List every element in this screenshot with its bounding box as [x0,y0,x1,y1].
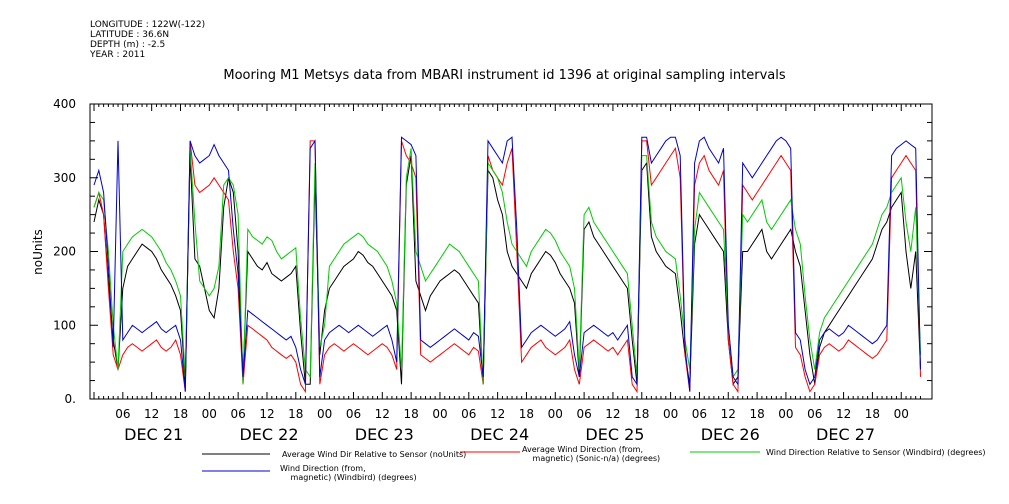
y-tick-label: 200 [53,245,76,259]
x-tick-label: 18 [634,407,649,421]
x-tick-label: 18 [173,407,188,421]
series-line-2 [93,140,921,394]
y-tick-label: 300 [53,171,76,185]
x-tick-label: 06 [115,407,130,421]
x-tick-label: 12 [836,407,851,421]
legend-label-2: Average Wind Direction (from, magnetic) … [522,445,660,463]
x-tick-label: 00 [317,407,332,421]
x-tick-label: 12 [259,407,274,421]
y-axis-label: noUnits [31,229,45,275]
legend-label-4: Wind Direction (from, magnetic) (Windbir… [280,464,417,482]
series-layer [93,136,921,394]
x-tick-label: 18 [519,407,534,421]
axis-layer: 0. 100 200 300 400 06 12 18 00 06 12 18 00 06 12 18 00 06… [53,97,932,444]
y-tick-label: 100 [53,318,76,332]
x-tick-label: 00 [663,407,678,421]
x-tick-label: 06 [692,407,707,421]
x-tick-label: 00 [432,407,447,421]
day-label: DEC 21 [124,425,183,444]
series-line-3 [93,148,921,385]
legend-label-3: Wind Direction Relative to Sensor (Windb… [766,448,986,457]
legend: Average Wind Dir Relative to Sensor (noU… [202,445,986,482]
day-label: DEC 25 [585,425,644,444]
x-tick-label: 00 [778,407,793,421]
x-tick-label: 00 [894,407,909,421]
day-label: DEC 27 [816,425,875,444]
x-tick-label: 06 [807,407,822,421]
year-label: YEAR : 2011 [90,50,146,60]
x-tick-label: 18 [749,407,764,421]
series-line-1 [93,155,921,386]
longitude-label: LONGITUDE : 122W(-122) [90,20,206,30]
station-metadata: LONGITUDE : 122W(-122) LATITUDE : 36.6N … [90,20,205,60]
chart-title: Mooring M1 Metsys data from MBARI instru… [223,68,786,83]
x-tick-label: 06 [461,407,476,421]
y-tick-label: 0. [65,392,76,406]
plot-frame [89,103,933,400]
x-tick-label: 00 [202,407,217,421]
x-tick-label: 12 [375,407,390,421]
day-label: DEC 23 [355,425,414,444]
x-tick-label: 12 [490,407,505,421]
x-tick-label: 18 [288,407,303,421]
x-tick-label: 06 [576,407,591,421]
depth-label: DEPTH (m) : -2.5 [90,40,166,50]
y-tick-label: 400 [53,97,76,111]
x-tick-label: 06 [346,407,361,421]
x-tick-label: 12 [721,407,736,421]
x-tick-label: 00 [548,407,563,421]
day-label: DEC 24 [470,425,529,444]
latitude-label: LATITUDE : 36.6N [90,30,170,40]
x-tick-label: 18 [865,407,880,421]
x-tick-label: 06 [231,407,246,421]
x-tick-label: 12 [605,407,620,421]
day-label: DEC 22 [239,425,298,444]
legend-label-1: Average Wind Dir Relative to Sensor (noU… [282,450,466,459]
day-label: DEC 26 [701,425,760,444]
series-line-4 [93,136,921,392]
x-tick-label: 18 [403,407,418,421]
x-tick-label: 12 [144,407,159,421]
